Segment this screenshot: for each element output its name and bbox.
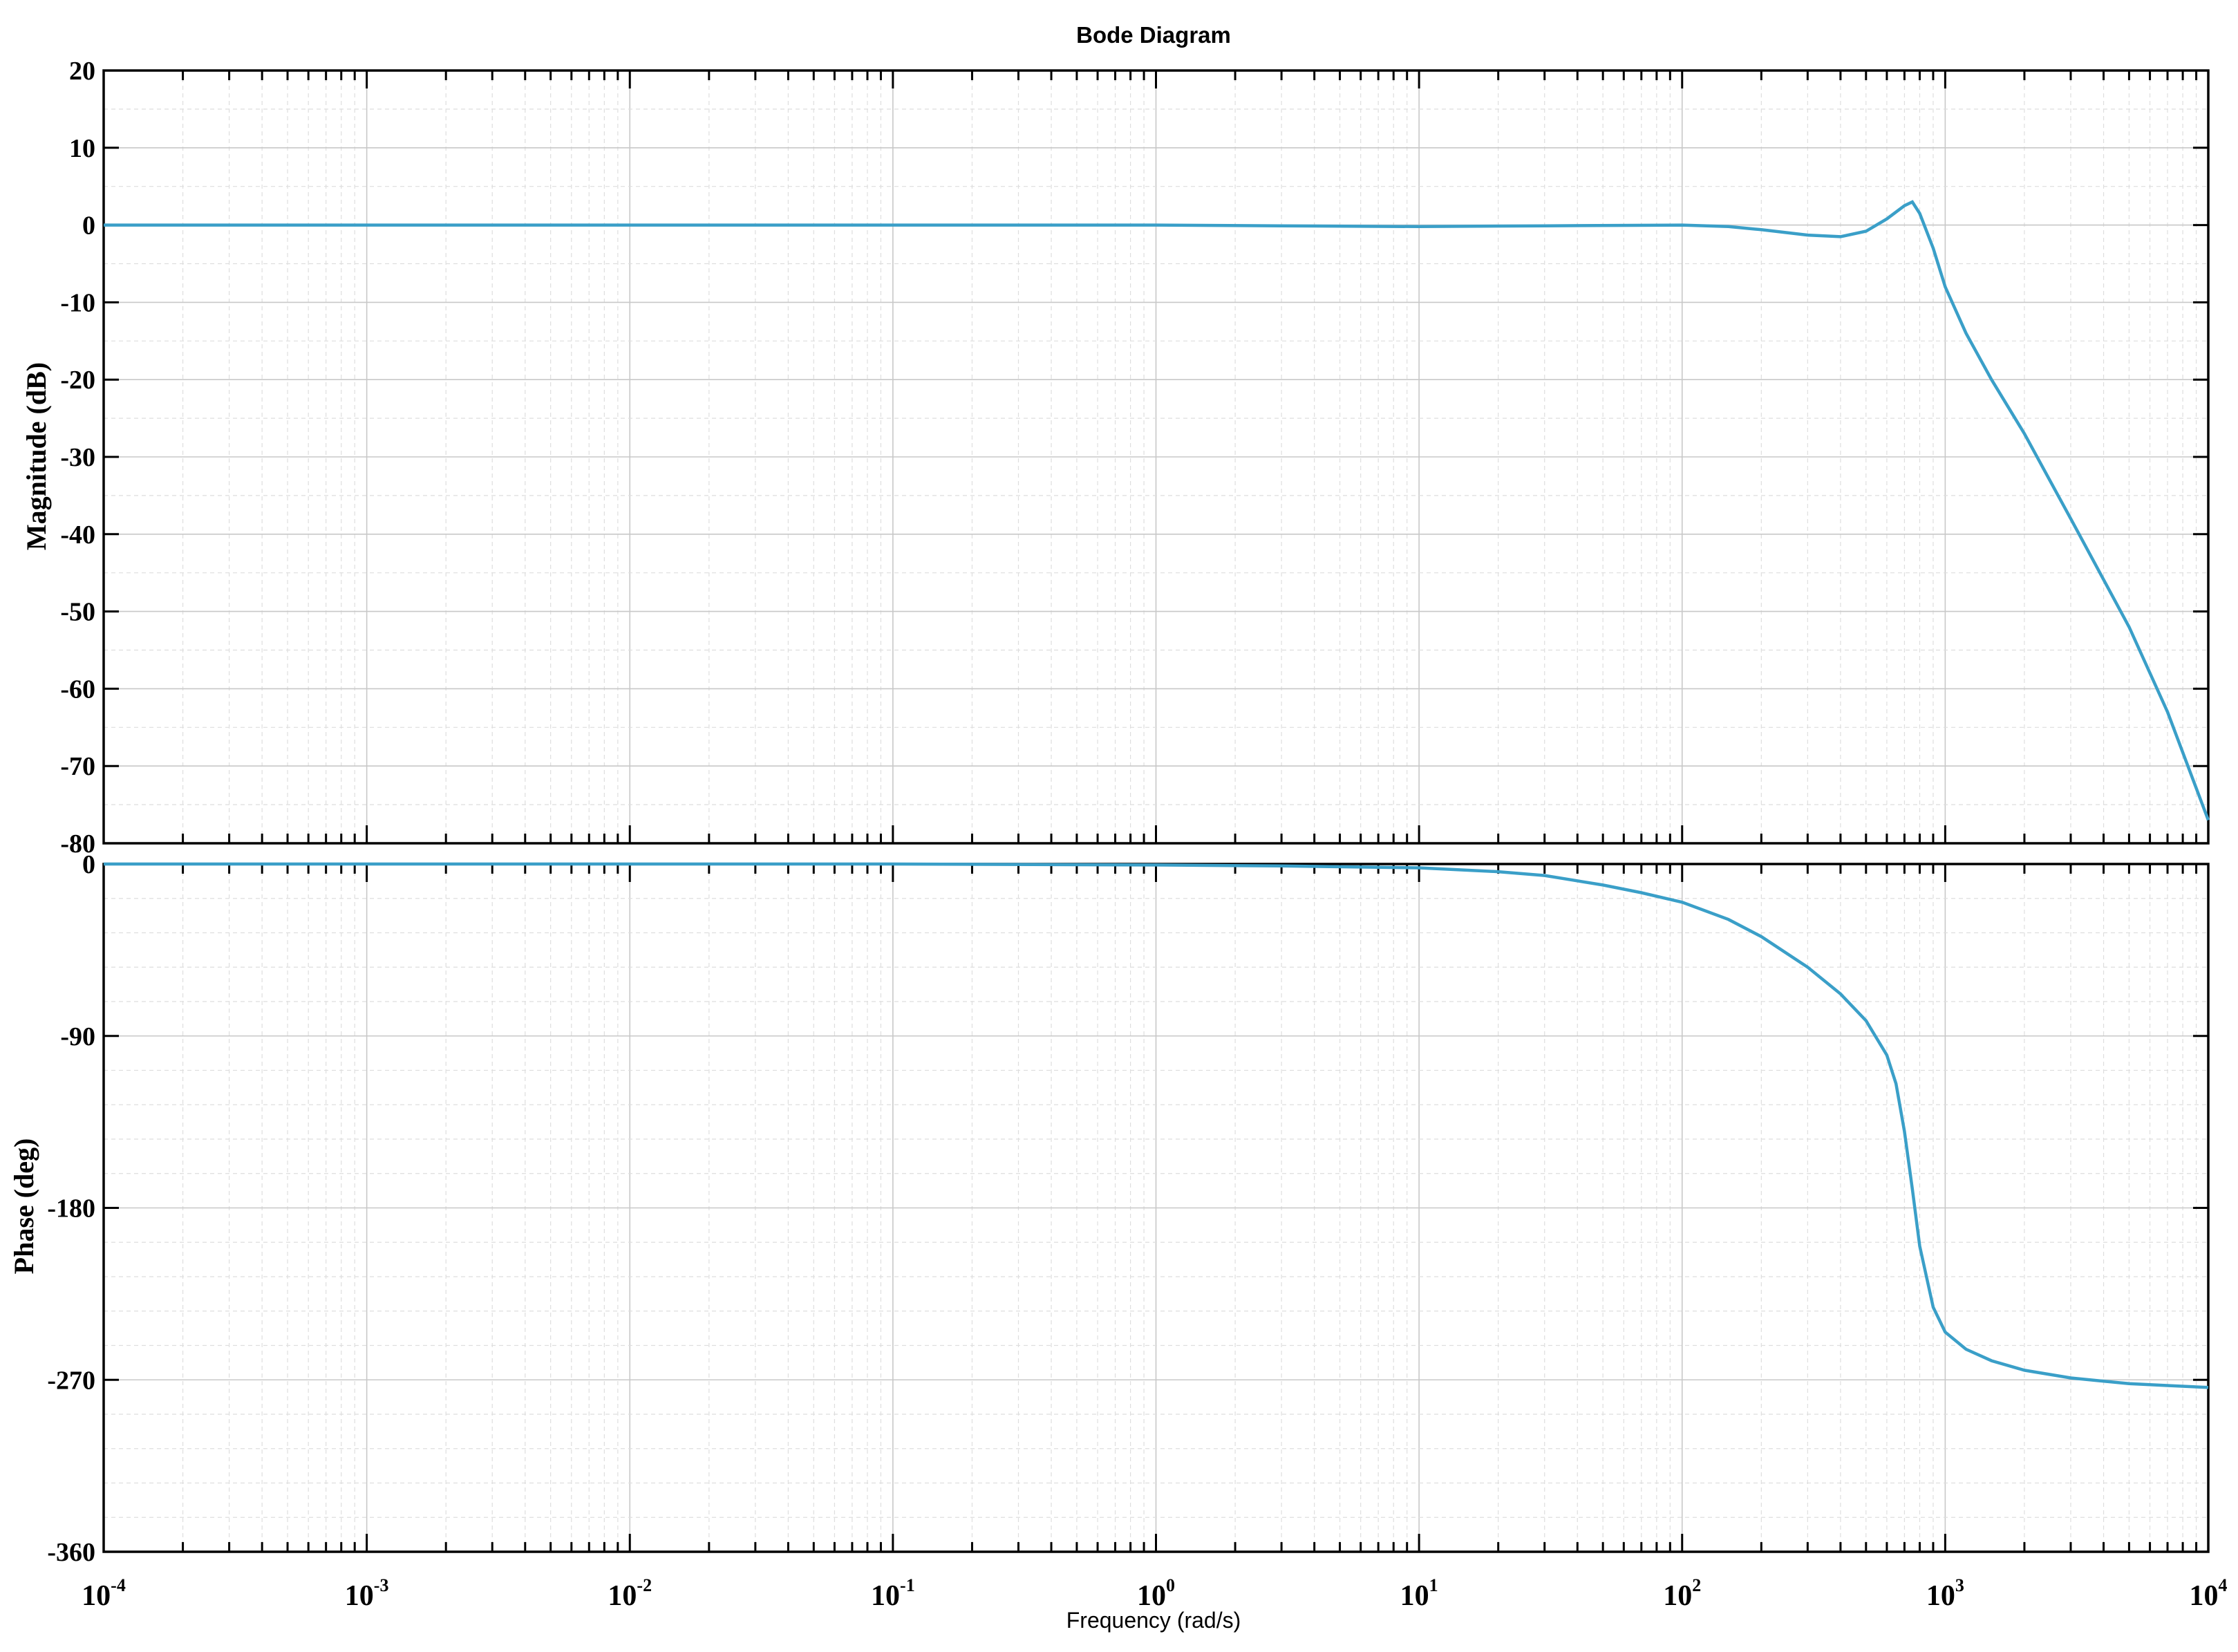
magnitude-ytick-label: -80 [60,829,95,858]
phase-ytick-label: -180 [47,1194,95,1223]
magnitude-axes-frame [102,69,2210,845]
frequency-tick-label: 10-2 [608,1575,652,1612]
phase-ytick-label: -360 [47,1538,95,1567]
magnitude-response-curve [104,200,2210,821]
frequency-tick-label: 10-1 [871,1575,915,1612]
frequency-tick-label: 101 [1400,1575,1438,1612]
phase-axis-label: Phase (deg) [8,1138,39,1275]
magnitude-panel: 20 10 0 -10 -20 -30 -40 -50 -60 -70 -80 [60,57,2210,858]
frequency-axis-label: Frequency (rad/s) [1066,1608,1241,1633]
magnitude-ytick-label: -70 [60,752,95,781]
frequency-tick-label: 10-3 [345,1575,389,1612]
phase-ytick-label: -90 [60,1022,95,1051]
frequency-tick-label: 102 [1663,1575,1701,1612]
frequency-tick-label: 100 [1137,1575,1175,1612]
frequency-tick-label: 103 [1926,1575,1964,1612]
magnitude-ytick-label: -60 [60,675,95,704]
phase-panel: 0 -90 -180 -270 -360 10-4 10-3 10-2 10-1 100 101 10… [47,850,2227,1612]
magnitude-axis-label: Magnitude (dB) [21,362,52,550]
magnitude-ytick-label: 0 [82,212,95,241]
frequency-tick-label: 104 [2190,1575,2228,1612]
magnitude-ytick-label: -50 [60,598,95,627]
phase-ytick-label: -270 [47,1366,95,1395]
magnitude-ytick-label: 20 [69,57,95,86]
phase-response-curve [104,862,2209,1389]
phase-ytick-label: 0 [82,850,95,879]
magnitude-ytick-label: 10 [69,134,95,163]
chart-title: Bode Diagram [1076,22,1231,48]
magnitude-ytick-label: -40 [60,520,95,550]
magnitude-ytick-label: -20 [60,366,95,395]
magnitude-ytick-label: -10 [60,288,95,317]
magnitude-ytick-label: -30 [60,443,95,472]
frequency-tick-label: 10-4 [82,1575,126,1612]
